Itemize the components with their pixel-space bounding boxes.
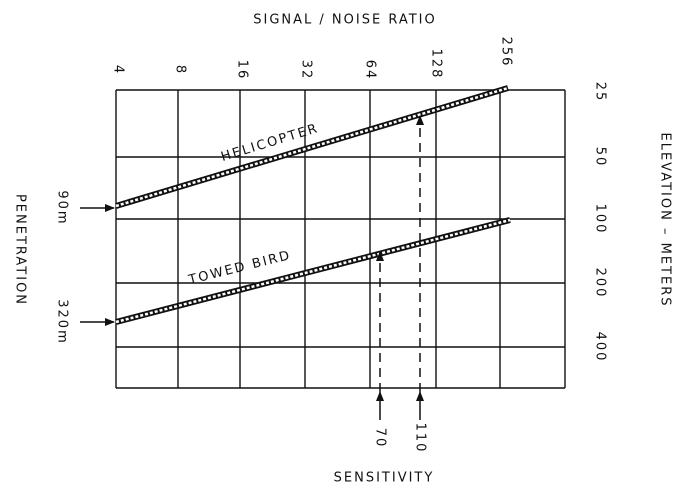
right-label: 25: [593, 82, 608, 103]
top-label: 64: [363, 60, 378, 81]
top-label: 8: [173, 65, 188, 75]
top-label: 256: [499, 37, 514, 68]
top-label: 32: [299, 60, 314, 81]
right-label: 400: [593, 332, 608, 363]
top-label: 16: [235, 60, 250, 81]
top-label: 128: [429, 49, 444, 80]
bottom-label: 110: [413, 423, 428, 454]
right-label: 50: [593, 147, 608, 168]
left-title: PENETRATION: [13, 194, 28, 306]
left-label: 320m: [55, 299, 70, 344]
top-title: SIGNAL / NOISE RATIO: [253, 13, 436, 28]
bottom-title: SENSITIVITY: [334, 471, 435, 486]
top-label: 4: [111, 65, 126, 75]
towed-bird-line: [115, 217, 511, 325]
helicopter-line: [115, 85, 509, 209]
right-label: 100: [593, 204, 608, 235]
bottom-label: 70: [373, 428, 388, 449]
grid: [115, 89, 566, 389]
left-label: 90m: [55, 190, 70, 225]
right-label: 200: [593, 268, 608, 299]
right-title: ELEVATION – METERS: [658, 133, 673, 308]
